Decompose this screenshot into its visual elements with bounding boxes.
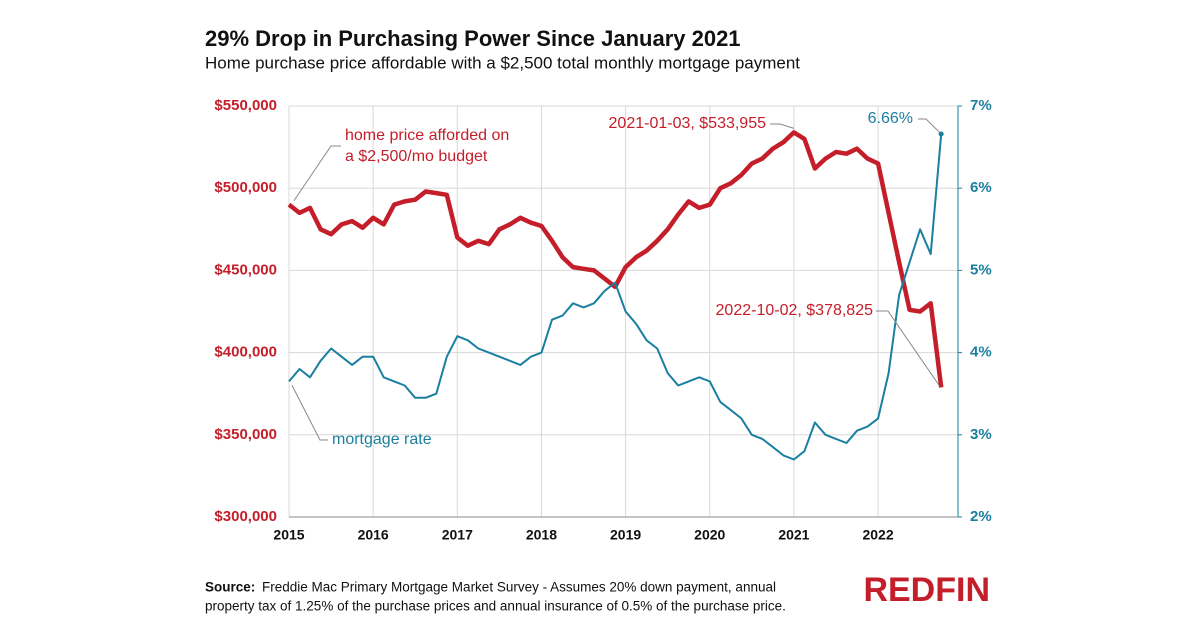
y2-tick-label: 2% <box>970 508 992 525</box>
y-tick-label: $500,000 <box>214 179 277 196</box>
y-tick-label: $300,000 <box>214 508 277 525</box>
leader <box>876 310 940 386</box>
series-line <box>287 130 944 388</box>
y-tick-label: $350,000 <box>214 426 277 443</box>
annotation: 2021-01-03, $533,955 <box>609 115 767 132</box>
x-tick-label: 2017 <box>442 527 473 543</box>
end-marker <box>938 131 944 137</box>
x-tick-label: 2019 <box>610 527 641 543</box>
x-tick-label: 2015 <box>273 527 304 543</box>
chart-title: 29% Drop in Purchasing Power Since Janua… <box>205 26 741 51</box>
leader <box>293 145 341 201</box>
leader <box>918 118 940 133</box>
y-tick-label: $550,000 <box>214 97 277 114</box>
annotation: 6.66% <box>868 110 913 127</box>
x-tick-label: 2022 <box>862 527 893 543</box>
source-text: property tax of 1.25% of the purchase pr… <box>205 599 786 614</box>
chart-subtitle: Home purchase price affordable with a $2… <box>205 53 800 72</box>
source-text: Freddie Mac Primary Mortgage Market Surv… <box>262 580 776 595</box>
x-tick-label: 2016 <box>358 527 389 543</box>
series-line <box>288 133 943 461</box>
y2-tick-label: 4% <box>970 344 992 361</box>
x-tick-label: 2020 <box>694 527 725 543</box>
source-label: Source: <box>205 580 255 595</box>
logo: REDFIN <box>863 571 990 609</box>
x-tick-label: 2018 <box>526 527 557 543</box>
y2-tick-label: 7% <box>970 97 992 114</box>
annotation: mortgage rate <box>332 431 432 448</box>
annotation: a $2,500/mo budget <box>345 148 488 165</box>
y2-tick-label: 3% <box>970 426 992 443</box>
leader <box>770 123 795 129</box>
annotation: home price afforded on <box>345 127 509 144</box>
leader <box>291 385 328 441</box>
x-tick-label: 2021 <box>778 527 809 543</box>
y2-tick-label: 5% <box>970 261 992 278</box>
y-tick-label: $450,000 <box>214 261 277 278</box>
annotation: 2022-10-02, $378,825 <box>716 302 874 319</box>
y-tick-label: $400,000 <box>214 344 277 361</box>
y2-tick-label: 6% <box>970 179 992 196</box>
